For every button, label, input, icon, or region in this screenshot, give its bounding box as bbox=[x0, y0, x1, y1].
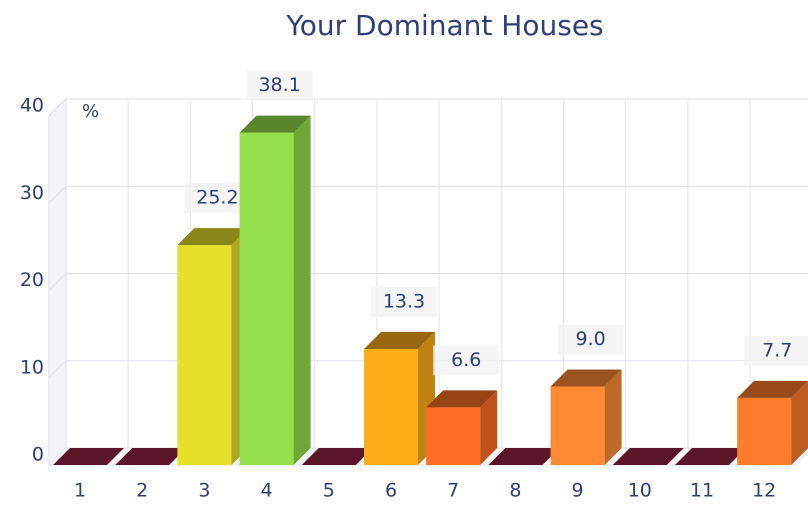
chart-title: Your Dominant Houses bbox=[285, 9, 603, 42]
grid-line bbox=[48, 98, 808, 117]
value-label-bg bbox=[433, 345, 500, 376]
bar-front bbox=[737, 397, 792, 465]
bar-front bbox=[550, 386, 605, 465]
x-tick-label: 11 bbox=[690, 480, 714, 502]
bar bbox=[177, 228, 249, 465]
x-tick-label: 4 bbox=[261, 480, 273, 502]
bar-top bbox=[737, 380, 808, 398]
bar-top bbox=[426, 390, 498, 408]
value-label-bg bbox=[371, 286, 437, 317]
x-tick-label: 9 bbox=[572, 480, 584, 502]
bar-top bbox=[239, 115, 311, 133]
value-label-bg bbox=[246, 70, 313, 101]
x-tick-label: 1 bbox=[74, 480, 86, 502]
x-tick-label: 12 bbox=[752, 480, 776, 502]
y-tick-label: 40 bbox=[20, 95, 44, 117]
x-tick-label: 3 bbox=[198, 480, 210, 502]
value-label: 6.6 bbox=[451, 349, 481, 371]
value-label: 25.2 bbox=[196, 187, 238, 209]
x-tick-label: 5 bbox=[323, 480, 335, 502]
bar bbox=[426, 390, 498, 465]
value-label: 9.0 bbox=[575, 328, 605, 350]
bar bbox=[612, 448, 684, 465]
value-label-bg bbox=[744, 335, 808, 366]
x-tick-label: 7 bbox=[447, 480, 459, 502]
value-label: 13.3 bbox=[383, 290, 425, 312]
bar-side bbox=[604, 369, 622, 465]
value-label-bg bbox=[184, 183, 251, 214]
value-label-bg bbox=[557, 324, 624, 355]
bar bbox=[364, 331, 435, 465]
y-tick-label: 10 bbox=[20, 356, 44, 378]
bar-side bbox=[480, 390, 498, 465]
y-axis-label: % bbox=[82, 101, 99, 122]
bar bbox=[675, 448, 746, 465]
bars: 25.2 38.1 13.3 6.6 9.0 7.7 bbox=[53, 70, 808, 465]
bar bbox=[737, 380, 808, 465]
bar-top bbox=[488, 448, 560, 465]
bar-top bbox=[675, 448, 746, 465]
x-tick-label: 8 bbox=[509, 480, 521, 502]
bar-top bbox=[53, 448, 124, 465]
bar-top bbox=[550, 369, 622, 387]
bar-top bbox=[301, 448, 373, 465]
y-tick-label: 30 bbox=[20, 182, 44, 204]
x-tick-label: 2 bbox=[136, 480, 148, 502]
x-tick-label: 10 bbox=[628, 480, 652, 502]
value-label: 38.1 bbox=[258, 74, 300, 96]
bar-side bbox=[293, 115, 311, 465]
bar bbox=[488, 448, 560, 465]
bar bbox=[53, 448, 124, 465]
bar-front bbox=[239, 132, 294, 465]
bar-front bbox=[364, 348, 418, 465]
bar-top bbox=[177, 228, 249, 246]
y-tick-label: 0 bbox=[32, 444, 44, 466]
bar-top bbox=[115, 448, 187, 465]
grid-line bbox=[48, 273, 808, 291]
bar-side bbox=[791, 381, 808, 465]
bar-top bbox=[364, 331, 435, 349]
grid-line bbox=[48, 185, 808, 204]
bar bbox=[239, 115, 311, 465]
bar bbox=[301, 448, 373, 465]
bar-front bbox=[177, 245, 232, 465]
value-label: 7.7 bbox=[762, 339, 792, 361]
bar bbox=[115, 448, 187, 465]
bar-front bbox=[426, 407, 481, 465]
x-tick-label: 6 bbox=[385, 480, 397, 502]
grid-line bbox=[48, 360, 808, 379]
y-tick-label: 20 bbox=[20, 269, 44, 291]
bar bbox=[550, 369, 622, 465]
bar-top bbox=[612, 448, 684, 465]
